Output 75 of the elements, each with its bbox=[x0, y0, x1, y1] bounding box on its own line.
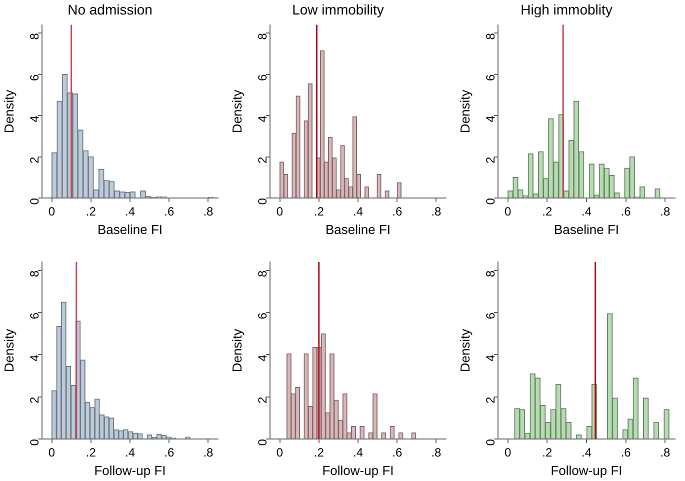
y-tick-label: 4 bbox=[255, 115, 270, 122]
y-tick-label: 8 bbox=[255, 270, 270, 278]
x-tick-label: .8 bbox=[431, 204, 442, 219]
y-tick-label: 6 bbox=[27, 74, 42, 81]
y-tick-label: 8 bbox=[483, 270, 498, 278]
chart-title: High immoblity bbox=[520, 1, 612, 18]
y-tick-label: 0 bbox=[483, 438, 498, 446]
y-axis-title: Density bbox=[1, 328, 16, 372]
y-tick-label: 8 bbox=[483, 32, 498, 40]
x-tick-label: .4 bbox=[352, 446, 364, 460]
chart-title: Low immobility bbox=[292, 1, 384, 18]
x-tick-label: .4 bbox=[581, 446, 592, 460]
x-tick-label: 0 bbox=[48, 204, 56, 219]
x-tick-label: .6 bbox=[620, 204, 632, 219]
y-axis-title: Density bbox=[229, 89, 244, 134]
y-tick-label: 2 bbox=[255, 156, 270, 164]
x-tick-label: .6 bbox=[164, 204, 174, 219]
x-tick-label: .6 bbox=[392, 204, 402, 219]
y-axis-title: Density bbox=[457, 328, 472, 372]
y-tick-label: 4 bbox=[483, 115, 498, 122]
y-tick-label: 2 bbox=[27, 156, 42, 164]
x-tick-label: .6 bbox=[164, 446, 174, 460]
x-tick-label: .2 bbox=[314, 446, 324, 460]
y-tick-label: 2 bbox=[255, 396, 270, 404]
y-tick-label: 2 bbox=[483, 396, 498, 404]
x-tick-label: 0 bbox=[276, 446, 284, 460]
x-tick-label: 0 bbox=[276, 204, 284, 219]
y-tick-label: 4 bbox=[27, 354, 42, 362]
y-tick-label: 6 bbox=[27, 312, 42, 320]
y-tick-label: 4 bbox=[27, 115, 42, 122]
chart-title: No admission bbox=[68, 1, 152, 18]
x-tick-label: .8 bbox=[660, 204, 670, 219]
y-tick-label: 8 bbox=[27, 270, 42, 278]
x-tick-label: .2 bbox=[86, 204, 96, 219]
x-axis-title: Follow-up FI bbox=[550, 462, 622, 478]
y-tick-label: 0 bbox=[27, 438, 42, 446]
x-tick-label: .6 bbox=[620, 446, 632, 460]
y-tick-label: 6 bbox=[255, 312, 270, 320]
x-axis-title: Baseline FI bbox=[97, 222, 163, 237]
x-tick-label: .4 bbox=[124, 446, 136, 460]
x-tick-label: .4 bbox=[124, 204, 136, 219]
y-tick-label: 2 bbox=[483, 156, 498, 164]
y-tick-label: 0 bbox=[483, 198, 498, 205]
y-axis-title: Density bbox=[457, 89, 472, 134]
y-tick-label: 0 bbox=[255, 438, 270, 446]
x-tick-label: .2 bbox=[314, 204, 324, 219]
y-axis-title: Density bbox=[1, 89, 16, 134]
x-tick-label: .2 bbox=[86, 446, 96, 460]
y-tick-label: 8 bbox=[27, 32, 42, 40]
x-tick-label: .8 bbox=[660, 446, 670, 460]
x-tick-label: .2 bbox=[542, 446, 552, 460]
y-tick-label: 4 bbox=[483, 354, 498, 362]
x-tick-label: .4 bbox=[352, 204, 364, 219]
x-axis-title: Baseline FI bbox=[554, 222, 620, 237]
x-tick-label: 0 bbox=[504, 204, 512, 219]
x-tick-label: .8 bbox=[431, 446, 442, 460]
x-tick-label: 0 bbox=[504, 446, 512, 460]
y-tick-label: 6 bbox=[483, 312, 498, 320]
y-tick-label: 8 bbox=[255, 32, 270, 40]
x-tick-label: .2 bbox=[542, 204, 552, 219]
x-tick-label: 0 bbox=[48, 446, 56, 460]
x-tick-label: .8 bbox=[203, 446, 214, 460]
y-tick-label: 2 bbox=[27, 396, 42, 404]
x-tick-label: .6 bbox=[392, 446, 402, 460]
y-tick-label: 4 bbox=[255, 354, 270, 362]
y-tick-label: 6 bbox=[255, 74, 270, 81]
y-axis-title: Density bbox=[229, 328, 244, 372]
y-tick-label: 0 bbox=[27, 198, 42, 205]
x-tick-label: .4 bbox=[581, 204, 592, 219]
x-tick-label: .8 bbox=[203, 204, 214, 219]
x-axis-title: Baseline FI bbox=[325, 222, 391, 237]
y-tick-label: 0 bbox=[255, 198, 270, 205]
x-axis-title: Follow-up FI bbox=[94, 462, 166, 478]
x-axis-title: Follow-up FI bbox=[322, 462, 394, 478]
y-tick-label: 6 bbox=[483, 74, 498, 81]
